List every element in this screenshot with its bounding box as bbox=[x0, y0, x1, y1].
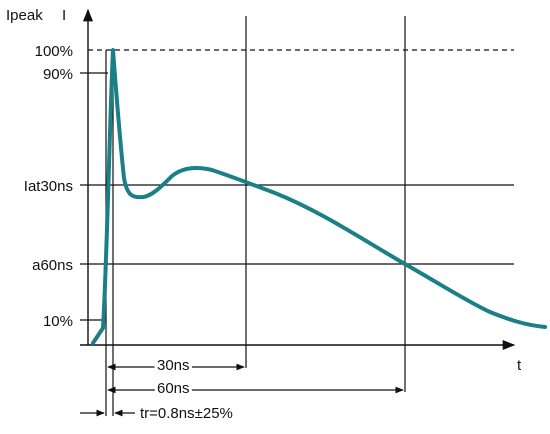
current-waveform-curve bbox=[91, 48, 547, 345]
x-axis-title: t bbox=[517, 357, 522, 374]
y-axis-title: Ipeak bbox=[6, 7, 43, 24]
rise-time-label: tr=0.8ns±25% bbox=[140, 405, 233, 422]
level-100-label: 100% bbox=[35, 43, 73, 60]
span-60ns-label: 60ns bbox=[157, 380, 190, 397]
level-90-label: 90% bbox=[43, 66, 73, 83]
y-axis-marker: I bbox=[62, 7, 66, 24]
span-30ns-label: 30ns bbox=[157, 357, 190, 374]
level-30ns-label: Iat30ns bbox=[24, 178, 73, 195]
level-60ns-label: a60ns bbox=[32, 257, 73, 274]
level-10-label: 10% bbox=[43, 313, 73, 330]
